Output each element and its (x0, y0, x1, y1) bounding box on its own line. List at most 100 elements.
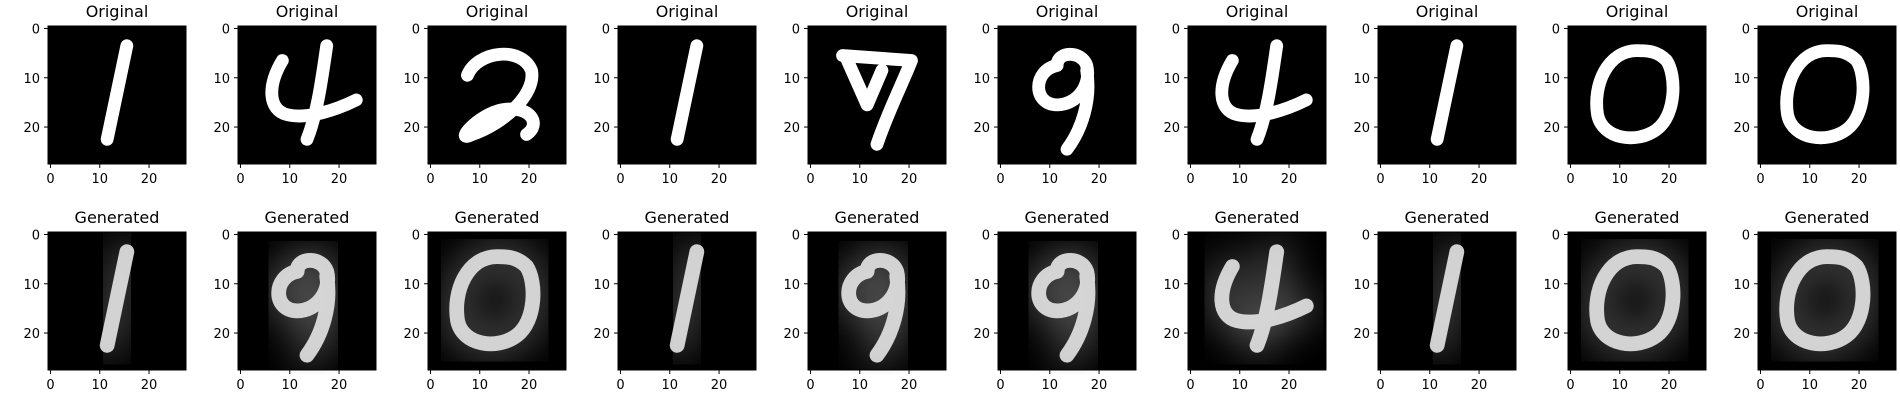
y-tick-label: 10 (1733, 278, 1750, 293)
digit-stroke (670, 39, 704, 146)
x-tick-label: 10 (661, 172, 678, 187)
y-tick-label: 10 (1353, 72, 1370, 87)
axes-frame (1377, 231, 1517, 371)
panel-title: Original (1226, 2, 1289, 21)
x-tick-label: 10 (851, 172, 868, 187)
x-tick-label: 0 (46, 378, 54, 393)
digit-stroke (449, 249, 541, 352)
y-tick-label: 10 (213, 278, 230, 293)
x-tick-label: 20 (711, 172, 728, 187)
y-tick-label: 20 (1163, 121, 1180, 136)
x-tick-label: 20 (1091, 378, 1108, 393)
x-tick-label: 0 (236, 172, 244, 187)
y-tick-label: 0 (1172, 228, 1180, 243)
x-tick-label: 20 (1281, 172, 1298, 187)
x-tick-label: 0 (46, 172, 54, 187)
panel-title: Generated (1405, 208, 1490, 227)
y-tick-label: 10 (213, 72, 230, 87)
original-panel: Original 0 10 20 0 10 20 (593, 2, 757, 187)
x-tick-label: 10 (851, 378, 868, 393)
x-tick-label: 0 (1376, 378, 1384, 393)
digit-1-image (100, 39, 134, 146)
digit-stroke (841, 253, 906, 363)
y-tick-label: 20 (593, 327, 610, 342)
generated-panel: Generated 0 10 20 0 10 20 (213, 208, 377, 393)
x-tick-label: 20 (901, 378, 918, 393)
x-tick-label: 10 (1231, 378, 1248, 393)
generated-panel: Generated 0 10 20 0 10 20 (23, 208, 187, 393)
panel-title: Generated (265, 208, 350, 227)
x-tick-label: 0 (806, 378, 814, 393)
panel-title: Generated (75, 208, 160, 227)
y-tick-label: 0 (32, 22, 40, 37)
digit-stroke (1779, 249, 1871, 352)
axes-frame (617, 25, 757, 165)
y-tick-label: 10 (1353, 278, 1370, 293)
panel-title: Generated (455, 208, 540, 227)
y-tick-label: 20 (783, 327, 800, 342)
digit-0-image (1780, 44, 1870, 145)
x-tick-label: 10 (91, 378, 108, 393)
digit-stroke (1590, 44, 1680, 145)
digit-0-image (1585, 245, 1685, 356)
x-tick-label: 20 (1281, 378, 1298, 393)
generated-panel: Generated 0 10 20 0 10 20 (783, 208, 947, 393)
x-tick-label: 10 (1421, 378, 1438, 393)
generated-panel: Generated 0 10 20 0 10 20 (1353, 208, 1517, 393)
x-tick-label: 0 (1186, 378, 1194, 393)
y-tick-label: 10 (23, 72, 40, 87)
y-tick-label: 20 (973, 121, 990, 136)
digit-9-image (837, 249, 910, 367)
y-tick-label: 0 (982, 22, 990, 37)
y-tick-label: 0 (982, 228, 990, 243)
x-tick-label: 20 (1091, 172, 1108, 187)
axes-frame (807, 25, 947, 165)
y-tick-label: 20 (783, 121, 800, 136)
y-tick-label: 0 (602, 228, 610, 243)
x-tick-label: 20 (331, 378, 348, 393)
digit-9-image (1032, 47, 1095, 156)
digit-stroke (836, 49, 918, 151)
x-tick-label: 0 (1756, 378, 1764, 393)
x-tick-label: 0 (616, 378, 624, 393)
digit-stroke (1780, 44, 1870, 145)
digit-stroke (1430, 39, 1464, 146)
panel-title: Original (276, 2, 339, 21)
panel-title: Generated (1215, 208, 1300, 227)
x-tick-label: 20 (1851, 378, 1868, 393)
x-tick-label: 10 (661, 378, 678, 393)
x-tick-label: 10 (1231, 172, 1248, 187)
y-tick-label: 10 (1163, 278, 1180, 293)
y-tick-label: 10 (783, 278, 800, 293)
original-panel: Original 0 10 20 0 10 20 (213, 2, 377, 187)
y-tick-label: 20 (1733, 327, 1750, 342)
panel-title: Original (1036, 2, 1099, 21)
digit-stroke (1031, 253, 1096, 363)
y-tick-label: 0 (222, 22, 230, 37)
x-tick-label: 20 (1661, 172, 1678, 187)
axes-frame (997, 231, 1137, 371)
axes-frame (1187, 25, 1327, 165)
axes-frame (1757, 231, 1897, 371)
axes-frame (427, 231, 567, 371)
axes-frame (617, 231, 757, 371)
digit-9-image (267, 249, 340, 367)
y-tick-label: 10 (593, 72, 610, 87)
panel-title: Original (846, 2, 909, 21)
axes-frame (427, 25, 567, 165)
axes-frame (47, 231, 187, 371)
panel-title: Generated (1785, 208, 1870, 227)
generated-panel: Generated 0 10 20 0 10 20 (1543, 208, 1707, 393)
y-tick-label: 0 (1362, 22, 1370, 37)
y-tick-label: 20 (973, 327, 990, 342)
y-tick-label: 10 (783, 72, 800, 87)
digit-image-background (428, 26, 566, 164)
y-tick-label: 0 (792, 228, 800, 243)
x-tick-label: 10 (1421, 172, 1438, 187)
panel-title: Generated (1025, 208, 1110, 227)
panel-title: Original (1796, 2, 1859, 21)
y-tick-label: 0 (602, 22, 610, 37)
x-tick-label: 0 (426, 172, 434, 187)
y-tick-label: 0 (1172, 22, 1180, 37)
